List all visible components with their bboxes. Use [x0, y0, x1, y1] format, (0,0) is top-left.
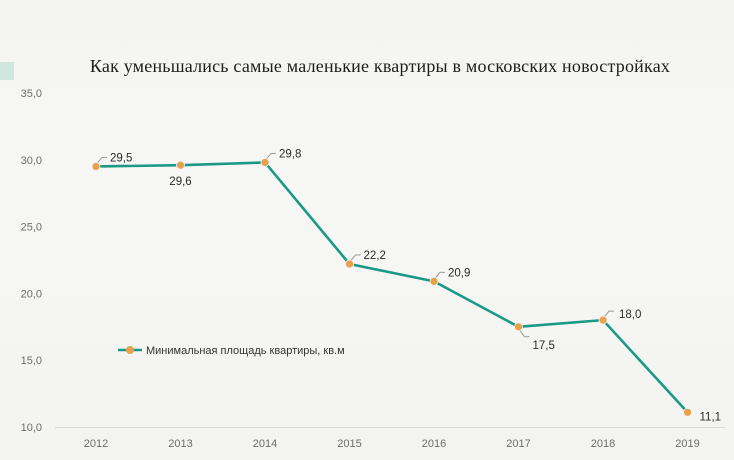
x-tick-label: 2014 — [253, 438, 277, 450]
data-point — [91, 162, 101, 171]
data-point — [598, 315, 608, 325]
data-label: 11,1 — [700, 411, 722, 423]
y-tick-label: 30,0 — [21, 155, 42, 167]
data-point — [260, 158, 270, 167]
data-label-leader — [519, 329, 530, 338]
data-label: 18,0 — [619, 309, 641, 321]
y-tick-label: 15,0 — [21, 355, 42, 367]
x-tick-label: 2012 — [84, 438, 108, 450]
x-tick-label: 2016 — [422, 438, 446, 450]
data-label: 29,8 — [279, 148, 301, 160]
x-tick-label: 2018 — [591, 438, 615, 450]
x-tick-label: 2019 — [675, 438, 699, 450]
data-point — [176, 160, 185, 170]
series-line — [95, 161, 689, 414]
x-tick-label: 2013 — [168, 438, 192, 450]
data-label: 22,2 — [364, 250, 386, 262]
y-tick-label: 35,0 — [21, 88, 42, 100]
data-label: 29,5 — [110, 152, 132, 164]
data-point — [514, 322, 523, 332]
data-point — [345, 259, 354, 269]
chart-title: Как уменьшались самые маленькие квартиры… — [89, 56, 671, 76]
y-tick-label: 10,0 — [21, 422, 42, 434]
data-label: 20,9 — [448, 267, 470, 279]
data-point — [683, 407, 692, 417]
data-label-leader — [603, 310, 614, 318]
data-label: 17,5 — [533, 340, 555, 352]
legend-label: Минимальная площадь квартиры, кв.м — [146, 345, 345, 357]
left-accent-strip — [0, 62, 14, 80]
x-tick-label: 2015 — [337, 438, 361, 450]
data-label: 29,6 — [169, 176, 191, 188]
data-label-leader — [96, 156, 107, 164]
y-tick-label: 20,0 — [21, 288, 42, 300]
data-label-leader — [350, 254, 361, 262]
x-tick-label: 2017 — [506, 438, 530, 450]
legend-marker — [126, 346, 134, 354]
data-label-leader — [434, 271, 445, 279]
data-point — [429, 276, 439, 286]
data-label-leader — [265, 152, 276, 160]
y-tick-label: 25,0 — [21, 222, 42, 234]
